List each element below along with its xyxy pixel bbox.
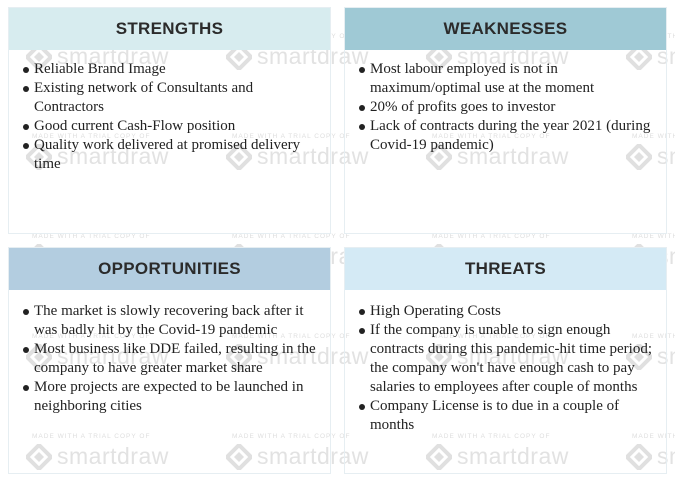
weaknesses-title: WEAKNESSES <box>345 8 666 50</box>
strengths-list: Reliable Brand Image Existing network of… <box>9 50 330 174</box>
weaknesses-item: 20% of profits goes to investor <box>359 98 658 117</box>
weaknesses-item: Most labour employed is not in maximum/o… <box>359 60 658 98</box>
threats-item: If the company is unable to sign enough … <box>359 321 658 397</box>
threats-list: High Operating Costs If the company is u… <box>345 290 666 435</box>
strengths-item: Existing network of Consultants and Cont… <box>23 79 322 117</box>
threats-quadrant: THREATS High Operating Costs If the comp… <box>344 247 667 474</box>
watermark-caption: MADE WITH A TRIAL COPY OF <box>432 233 551 240</box>
strengths-item: Quality work delivered at promised deliv… <box>23 136 322 174</box>
strengths-item: Reliable Brand Image <box>23 60 322 79</box>
strengths-title: STRENGTHS <box>9 8 330 50</box>
opportunities-quadrant: OPPORTUNITIES The market is slowly recov… <box>8 247 331 474</box>
opportunities-title: OPPORTUNITIES <box>9 248 330 290</box>
opportunities-list: The market is slowly recovering back aft… <box>9 290 330 416</box>
weaknesses-item: Lack of contracts during the year 2021 (… <box>359 117 658 155</box>
strengths-item: Good current Cash-Flow position <box>23 117 322 136</box>
weaknesses-list: Most labour employed is not in maximum/o… <box>345 50 666 155</box>
threats-item: Company License is to due in a couple of… <box>359 397 658 435</box>
opportunities-item: The market is slowly recovering back aft… <box>23 302 322 340</box>
opportunities-item: Most business like DDE failed, resulting… <box>23 340 322 378</box>
watermark-caption: MADE WITH A TRIAL COPY OF <box>632 233 675 240</box>
watermark-caption: MADE WITH A TRIAL COPY OF <box>232 233 351 240</box>
weaknesses-quadrant: WEAKNESSES Most labour employed is not i… <box>344 7 667 234</box>
threats-item: High Operating Costs <box>359 302 658 321</box>
strengths-quadrant: STRENGTHS Reliable Brand Image Existing … <box>8 7 331 234</box>
watermark-caption: MADE WITH A TRIAL COPY OF <box>32 233 151 240</box>
threats-title: THREATS <box>345 248 666 290</box>
opportunities-item: More projects are expected to be launche… <box>23 378 322 416</box>
